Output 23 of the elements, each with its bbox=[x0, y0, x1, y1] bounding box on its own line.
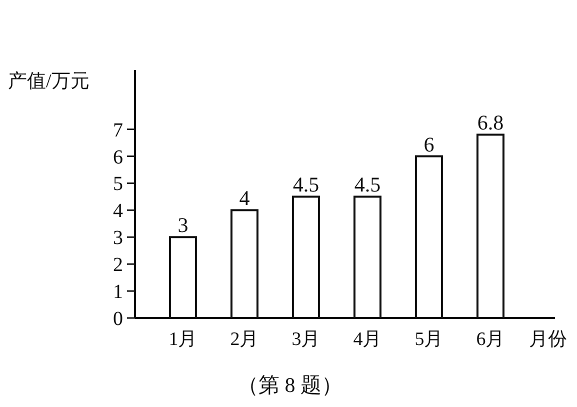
y-tick-label: 4 bbox=[113, 200, 123, 222]
text: （第 8 题） bbox=[238, 373, 342, 397]
data-label: 4 bbox=[239, 186, 250, 210]
data-label: 6.8 bbox=[477, 110, 504, 135]
y-tick-label: 3 bbox=[113, 227, 123, 250]
y-tick-label: 0 bbox=[113, 308, 123, 330]
y-tick-label: 1 bbox=[113, 281, 123, 304]
x-tick-label: 5月 bbox=[414, 329, 444, 350]
x-tick-label: 2月 bbox=[230, 329, 259, 350]
x-tick-label: 3月 bbox=[292, 329, 320, 350]
data-label: 6 bbox=[424, 132, 434, 156]
y-tick-label: 7 bbox=[113, 119, 123, 142]
x-tick-label: 1月 bbox=[168, 329, 198, 350]
x-tick-label: 4月 bbox=[353, 329, 382, 350]
data-label: 3 bbox=[178, 213, 188, 238]
data-label: 4.5 bbox=[354, 172, 381, 197]
y-tick-label: 5 bbox=[113, 173, 123, 196]
x-tick-label: 6月 bbox=[476, 329, 505, 350]
y-axis-title: 产值/万元 bbox=[8, 71, 90, 92]
data-label: 4.5 bbox=[292, 172, 320, 197]
y-tick-label: 2 bbox=[113, 254, 123, 276]
x-axis-title: 月份 bbox=[529, 329, 567, 350]
y-tick-label: 6 bbox=[113, 146, 123, 168]
